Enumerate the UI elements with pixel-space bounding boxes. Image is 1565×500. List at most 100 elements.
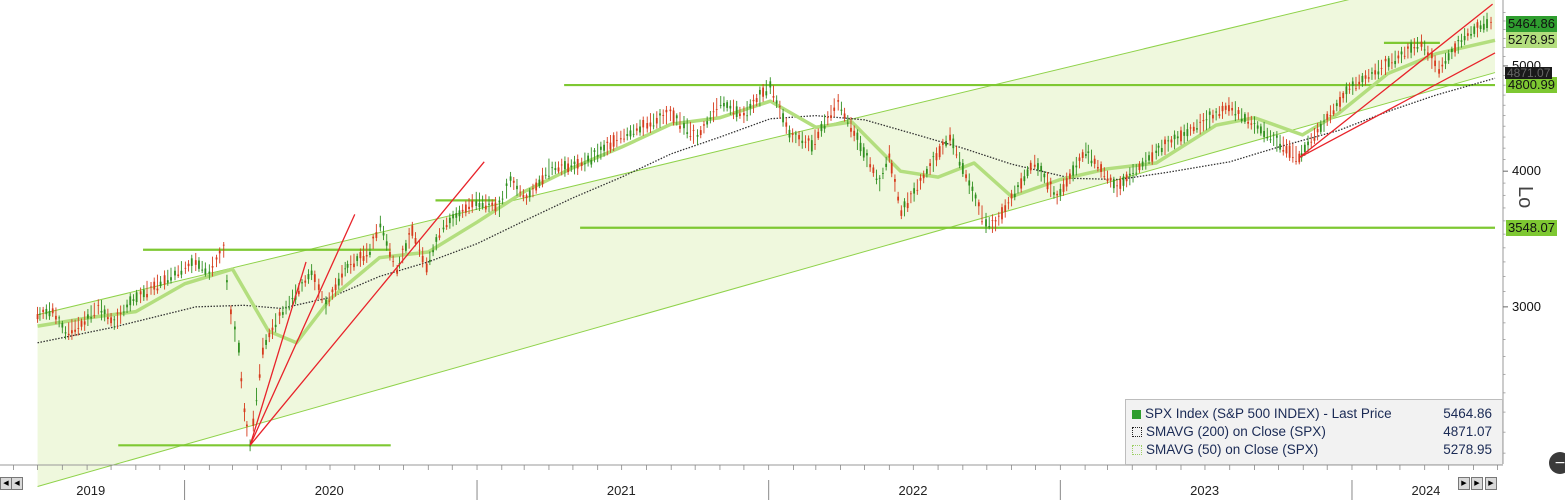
price-candle	[1250, 123, 1253, 125]
scroll-right-icon[interactable]: ▶	[1458, 477, 1470, 490]
price-candle	[411, 225, 414, 236]
price-candle	[1416, 47, 1419, 49]
chart-legend[interactable]: SPX Index (S&P 500 INDEX) - Last Price 5…	[1125, 399, 1503, 465]
legend-row-sma50[interactable]: SMAVG (50) on Close (SPX) 5278.95	[1132, 441, 1496, 458]
price-candle	[132, 299, 135, 301]
price-candle	[1072, 165, 1075, 176]
price-candle	[758, 89, 761, 95]
price-candle	[55, 315, 57, 320]
price-series	[36, 12, 1492, 452]
price-candle	[994, 220, 997, 222]
price-candle	[163, 275, 166, 285]
price-candle	[646, 123, 649, 129]
price-candle	[635, 128, 638, 131]
legend-value-price: 5464.86	[1443, 406, 1492, 421]
price-candle	[606, 141, 609, 143]
price-candle	[468, 206, 470, 210]
price-candle	[1410, 42, 1413, 53]
price-candle	[1065, 178, 1068, 187]
price-candle	[1326, 113, 1329, 120]
price-candle	[317, 284, 320, 290]
scroll-end-icon[interactable]: ▶	[1485, 477, 1497, 490]
price-candle	[159, 281, 162, 287]
price-candle	[1208, 111, 1211, 115]
price-candle	[252, 418, 255, 426]
price-candle	[769, 81, 772, 88]
price-candle	[1125, 174, 1128, 182]
x-year-label: 2022	[898, 483, 928, 498]
price-candle	[810, 140, 813, 152]
price-candle	[285, 307, 287, 309]
price-candle	[941, 141, 944, 145]
price-candle	[1397, 55, 1400, 59]
scroll-left-icon[interactable]: ◀	[0, 477, 12, 490]
price-candle	[1087, 151, 1090, 153]
regression-channel	[37, 0, 1496, 487]
price-candle	[93, 314, 96, 316]
price-candle	[955, 154, 958, 156]
price-candle	[1205, 119, 1208, 121]
price-candle	[699, 130, 702, 135]
price-candle	[897, 196, 900, 201]
price-candle	[126, 304, 128, 308]
scroll-step-icon[interactable]: ▶	[1471, 477, 1483, 490]
price-candle	[968, 180, 971, 186]
price-candle	[1413, 47, 1416, 49]
trendline	[1298, 52, 1496, 159]
price-candle	[623, 138, 625, 140]
price-candle	[1043, 173, 1046, 178]
price-candle	[1490, 21, 1492, 23]
price-candle	[425, 263, 428, 273]
legend-row-sma200[interactable]: SMAVG (200) on Close (SPX) 4871.07	[1132, 423, 1496, 440]
price-candle	[1056, 193, 1059, 196]
price-candle	[1157, 145, 1160, 148]
price-candle	[1403, 55, 1406, 57]
price-candle	[1106, 178, 1109, 182]
partial-price-tag: 4871.07	[1505, 66, 1553, 80]
price-candle	[804, 141, 807, 143]
price-candle	[271, 327, 274, 331]
price-candle	[919, 177, 922, 181]
price-candle	[612, 135, 615, 147]
y-tick-marks	[1503, 12, 1508, 454]
price-candle	[665, 109, 668, 113]
price-candle	[325, 299, 327, 305]
price-candle	[153, 281, 156, 290]
price-candle	[900, 210, 903, 216]
price-candle	[64, 332, 67, 334]
channel-lower-line	[37, 72, 1496, 487]
price-candle	[683, 123, 685, 129]
price-candle	[1049, 181, 1052, 184]
price-candle	[949, 134, 951, 141]
price-candle	[261, 347, 264, 355]
price-candle	[1430, 52, 1433, 59]
price-candle	[1342, 92, 1345, 99]
price-candle	[712, 111, 715, 113]
price-candle	[494, 202, 497, 212]
price-candle	[981, 221, 983, 223]
price-candle	[1180, 130, 1182, 142]
scroll-left-end-icon[interactable]: ◀	[11, 477, 23, 490]
price-candle	[405, 243, 407, 251]
price-candle	[639, 126, 641, 133]
minimize-icon[interactable]: −	[1549, 452, 1565, 474]
price-candle	[1447, 53, 1450, 61]
price-candle	[1221, 105, 1224, 112]
price-candle	[755, 98, 758, 102]
price-candle	[557, 167, 560, 172]
legend-row-price[interactable]: SPX Index (S&P 500 INDEX) - Last Price 5…	[1132, 405, 1496, 422]
price-candle	[1167, 140, 1170, 142]
price-candle	[45, 308, 48, 315]
price-candle	[475, 201, 478, 206]
price-candle	[1438, 69, 1440, 74]
price-candle	[321, 299, 323, 301]
price-candle	[938, 146, 941, 158]
price-candle	[48, 310, 51, 317]
price-candle	[1295, 161, 1297, 162]
price-candle	[1470, 33, 1472, 36]
price-candle	[528, 190, 531, 198]
price-candle	[869, 164, 872, 168]
price-candle	[97, 304, 100, 306]
price-candle	[752, 99, 755, 102]
